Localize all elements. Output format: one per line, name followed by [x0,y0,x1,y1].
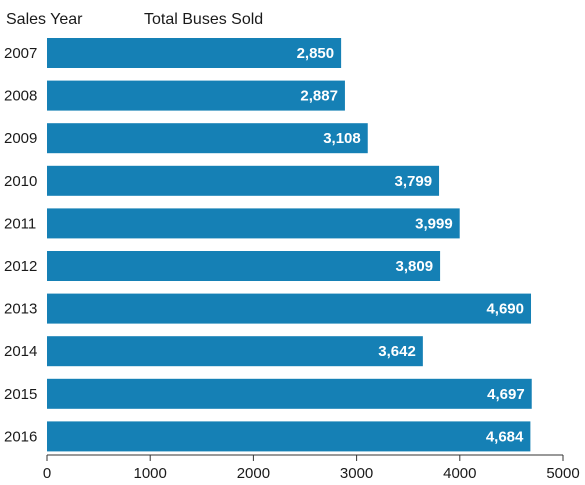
bar-2009 [47,123,368,154]
x-tick-label-1000: 1000 [134,465,167,482]
category-label-2009: 2009 [4,130,37,147]
x-tick-label-3000: 3000 [340,465,373,482]
x-tick-label-5000: 5000 [546,465,579,482]
x-tick-label-0: 0 [43,465,51,482]
bar-2014 [47,336,423,367]
category-label-2008: 2008 [4,88,37,105]
value-label-2008: 2,887 [300,88,338,105]
category-label-2012: 2012 [4,258,37,275]
bar-2008 [47,80,345,111]
value-column-header: Total Buses Sold [144,11,263,28]
category-label-2015: 2015 [4,386,37,403]
x-tick-label-4000: 4000 [443,465,476,482]
bars-group: 2007 2,850 2008 2,887 2009 3,108 2010 3,799 2011… [4,38,532,452]
category-label-2010: 2010 [4,173,37,190]
bar-2012 [47,251,441,281]
bar-2007 [47,38,342,68]
value-label-2010: 3,799 [395,173,433,190]
category-label-2014: 2014 [4,343,37,360]
bar-2015 [47,378,532,409]
category-label-2016: 2016 [4,428,37,445]
bar-2010 [47,165,440,196]
value-label-2012: 3,809 [396,258,434,275]
value-label-2016: 4,684 [486,428,524,445]
x-axis: 0 1000 2000 3000 4000 5000 [43,454,580,482]
value-label-2013: 4,690 [486,301,524,318]
category-label-2011: 2011 [4,215,36,232]
x-tick-label-2000: 2000 [237,465,270,482]
bar-2013 [47,293,532,324]
category-label-2007: 2007 [4,45,37,62]
bar-2011 [47,208,460,239]
value-label-2009: 3,108 [323,130,361,147]
value-label-2014: 3,642 [378,343,416,360]
value-label-2007: 2,850 [297,45,335,62]
bar-2016 [47,421,531,452]
category-column-header: Sales Year [6,11,83,28]
value-label-2011: 3,999 [415,215,453,232]
value-label-2015: 4,697 [487,386,525,403]
category-label-2013: 2013 [4,301,37,318]
